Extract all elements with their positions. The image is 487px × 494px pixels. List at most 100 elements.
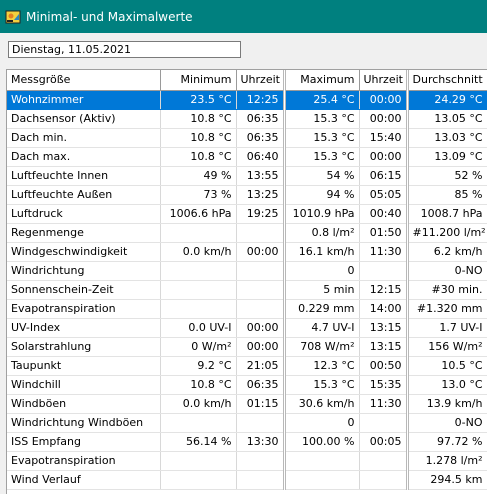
min-max-table[interactable]: Messgröße Minimum Uhrzeit Maximum Uhrzei…	[6, 69, 487, 494]
cell-average: 294.5 km	[405, 470, 487, 490]
cell-minimum: 56.14 %	[160, 432, 237, 452]
cell-label: Luftfeuchte Außen	[7, 185, 161, 205]
cell-maximum: 15.3 °C	[282, 128, 360, 148]
cell-label: UV-Index	[7, 318, 161, 338]
cell-max-time: 00:00	[359, 109, 408, 129]
cell-average: 52 %	[405, 166, 487, 186]
cell-label: Windrichtung Windböen	[7, 413, 161, 433]
cell-maximum: 0	[282, 413, 360, 433]
table-row[interactable]: Evapotranspiration 0.229 mm 14:00 #1.320 mm	[7, 299, 487, 319]
cell-min-time: 06:35	[236, 109, 285, 129]
table-header: Messgröße Minimum Uhrzeit Maximum Uhrzei…	[7, 70, 487, 91]
title-bar: Minimal- und Maximalwerte	[0, 0, 487, 33]
header-durchschnitt[interactable]: Durchschnitt	[405, 70, 487, 91]
cell-min-time	[236, 261, 285, 281]
cell-label: Evapotranspiration	[7, 451, 161, 471]
cell-label: Luftfeuchte Innen	[7, 166, 161, 186]
cell-minimum	[160, 261, 237, 281]
cell-max-time: 00:05	[359, 432, 408, 452]
cell-min-time: 13:30	[236, 432, 285, 452]
table-row[interactable]: Dach max. 10.8 °C 06:40 15.3 °C 00:00 13.09 °…	[7, 147, 487, 167]
cell-minimum: 0.0 km/h	[160, 242, 237, 262]
header-maximum[interactable]: Maximum	[282, 70, 360, 91]
table-row[interactable]: Solarstrahlung 0 W/m² 00:00 708 W/m² 13:15 15…	[7, 337, 487, 357]
table-row[interactable]: Regenmenge 0.8 l/m² 01:50 #11.200 l/m²	[7, 223, 487, 243]
date-field[interactable]: Dienstag, 11.05.2021	[8, 41, 241, 58]
cell-minimum	[160, 223, 237, 243]
cell-min-time: 06:35	[236, 375, 285, 395]
table-row[interactable]: Windböen 0.0 km/h 01:15 30.6 km/h 11:30 13.9 …	[7, 394, 487, 414]
table-row[interactable]: ISS Empfang 56.14 % 13:30 100.00 % 00:05 97.7…	[7, 432, 487, 452]
cell-max-time: 14:00	[359, 299, 408, 319]
cell-min-time: 19:25	[236, 204, 285, 224]
cell-label: Evapotranspiration	[7, 299, 161, 319]
cell-max-time: 01:50	[359, 223, 408, 243]
cell-maximum: 0.8 l/m²	[282, 223, 360, 243]
cell-minimum: 0 W/m²	[160, 337, 237, 357]
cell-average: 1.278 l/m²	[405, 451, 487, 471]
cell-min-time	[236, 299, 285, 319]
table-row[interactable]: Evapotranspiration 1.278 l/m²	[7, 451, 487, 471]
cell-max-time: 00:50	[359, 356, 408, 376]
cell-label: Sonnenschein-Zeit	[7, 280, 161, 300]
cell-min-time: 00:00	[236, 242, 285, 262]
header-messgroesse[interactable]: Messgröße	[7, 70, 161, 91]
table-row[interactable]: Windchill 10.8 °C 06:35 15.3 °C 15:35 13.0 °C	[7, 375, 487, 395]
table-row[interactable]: Luftdruck 1006.6 hPa 19:25 1010.9 hPa 00:40 1…	[7, 204, 487, 224]
table-row[interactable]: Luftfeuchte Innen 49 % 13:55 54 % 06:15 52 %	[7, 166, 487, 186]
cell-max-time: 00:40	[359, 204, 408, 224]
table-row[interactable]: Windrichtung 0 0-NO	[7, 261, 487, 281]
table-row[interactable]: Sonnenschein-Zeit 5 min 12:15 #30 min.	[7, 280, 487, 300]
cell-minimum: 10.8 °C	[160, 109, 237, 129]
cell-maximum: 15.3 °C	[282, 375, 360, 395]
cell-min-time: 00:00	[236, 337, 285, 357]
table-row[interactable]: Luftfeuchte Außen 73 % 13:25 94 % 05:05 85 %	[7, 185, 487, 205]
table-row[interactable]: Windrichtung Windböen 0 0-NO	[7, 413, 487, 433]
cell-label: Windböen	[7, 394, 161, 414]
cell-maximum: 1010.9 hPa	[282, 204, 360, 224]
cell-max-time: 11:30	[359, 242, 408, 262]
cell-minimum	[160, 470, 237, 490]
table-row[interactable]: Windgeschwindigkeit 0.0 km/h 00:00 16.1 km/…	[7, 242, 487, 262]
table-row[interactable]: Dachsensor (Aktiv) 10.8 °C 06:35 15.3 °C 00:…	[7, 109, 487, 129]
cell-average: 24.29 °C	[405, 90, 487, 110]
cell-maximum: 15.3 °C	[282, 147, 360, 167]
cell-min-time	[236, 470, 285, 490]
cell-label: Luftdruck	[7, 204, 161, 224]
header-uhrzeit-max[interactable]: Uhrzeit	[359, 70, 408, 91]
cell-maximum: 16.1 km/h	[282, 242, 360, 262]
cell-min-time: 13:25	[236, 185, 285, 205]
cell-average: 97.72 %	[405, 432, 487, 452]
cell-maximum	[282, 451, 360, 471]
table-row[interactable]: UV-Index 0.0 UV-I 00:00 4.7 UV-I 13:15 1.7 UV…	[7, 318, 487, 338]
cell-min-time	[236, 413, 285, 433]
table-row[interactable]: Wind Verlauf 294.5 km	[7, 470, 487, 490]
cell-average: 156 W/m²	[405, 337, 487, 357]
weather-station-icon	[5, 10, 21, 24]
cell-max-time	[359, 451, 408, 471]
cell-minimum	[160, 451, 237, 471]
cell-maximum: 4.7 UV-I	[282, 318, 360, 338]
header-uhrzeit-min[interactable]: Uhrzeit	[236, 70, 285, 91]
cell-min-time: 06:35	[236, 128, 285, 148]
cell-min-time: 01:15	[236, 394, 285, 414]
cell-max-time: 13:15	[359, 337, 408, 357]
table-row[interactable]: Dach min. 10.8 °C 06:35 15.3 °C 15:40 13.03 °…	[7, 128, 487, 148]
cell-average: 1008.7 hPa	[405, 204, 487, 224]
cell-maximum: 30.6 km/h	[282, 394, 360, 414]
cell-minimum: 0.0 UV-I	[160, 318, 237, 338]
cell-maximum: 708 W/m²	[282, 337, 360, 357]
cell-max-time: 13:15	[359, 318, 408, 338]
cell-min-time: 21:05	[236, 356, 285, 376]
cell-max-time: 00:00	[359, 147, 408, 167]
cell-label: Wohnzimmer	[7, 90, 161, 110]
table-row[interactable]: Taupunkt 9.2 °C 21:05 12.3 °C 00:50 10.5 °C	[7, 356, 487, 376]
table-row[interactable]: Wohnzimmer 23.5 °C 12:25 25.4 °C 00:00 24.29 …	[7, 90, 487, 110]
cell-average: 10.5 °C	[405, 356, 487, 376]
cell-maximum: 54 %	[282, 166, 360, 186]
cell-average: 1.7 UV-I	[405, 318, 487, 338]
header-minimum[interactable]: Minimum	[160, 70, 237, 91]
cell-maximum	[282, 470, 360, 490]
cell-label: Wind Verlauf	[7, 470, 161, 490]
cell-minimum	[160, 280, 237, 300]
